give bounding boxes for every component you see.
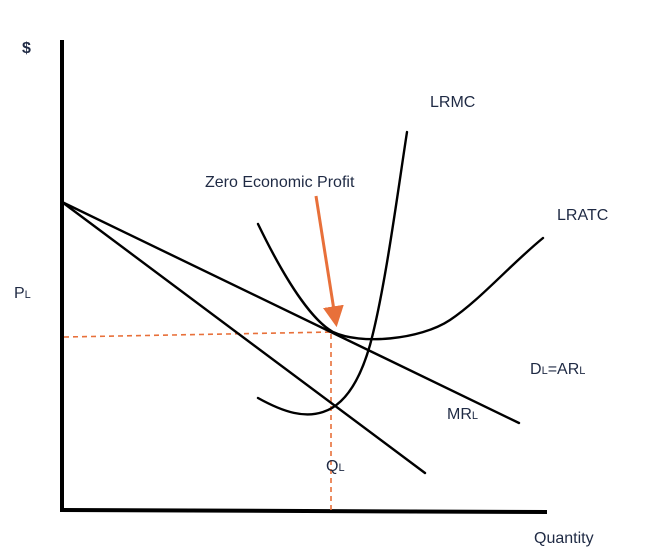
mr-label-base: MR [447, 406, 472, 423]
mr-label: MRL [447, 406, 478, 423]
x-axis [59, 507, 548, 515]
price-label-base: P [14, 285, 25, 302]
demand-label-sub-1: L [542, 365, 548, 377]
lrmc-label: LRMC [430, 94, 475, 111]
price-label-sub: L [25, 289, 31, 301]
quantity-label: QL [326, 458, 345, 475]
quantity-label-base: Q [326, 458, 338, 475]
demand-curve [60, 200, 521, 425]
demand-label-sub-2: L [579, 365, 585, 377]
lratc-label: LRATC [557, 207, 608, 224]
price-guide-line [63, 331, 334, 338]
price-label: PL [14, 285, 31, 302]
demand-label-base: D [530, 361, 542, 378]
marginal-revenue-curve [60, 200, 427, 475]
demand-label: DL=ARL [530, 361, 585, 378]
zero-profit-arrow [314, 195, 344, 328]
lratc-curve [256, 222, 545, 341]
y-axis-label: $ [22, 40, 31, 57]
zero-profit-annotation: Zero Economic Profit [205, 174, 355, 191]
lrmc-curve [256, 130, 409, 416]
demand-label-eq: =AR [548, 361, 580, 378]
quantity-label-sub: L [338, 462, 344, 474]
x-axis-label: Quantity [534, 530, 594, 547]
mr-label-sub: L [472, 410, 478, 422]
